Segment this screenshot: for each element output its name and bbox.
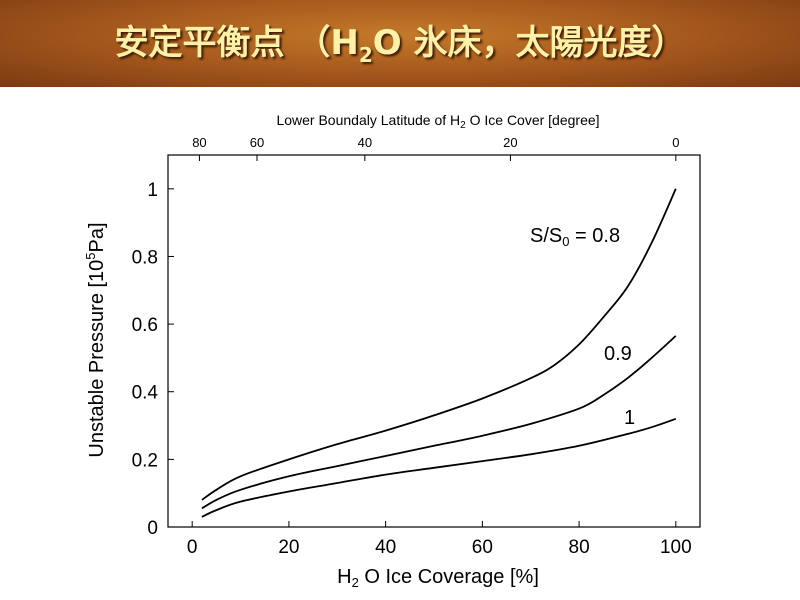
title-part2: O 氷床，太陽光度） bbox=[372, 23, 686, 63]
x-tick-label: 40 bbox=[375, 537, 396, 558]
y-axis-title: Unstable Pressure [105Pa] bbox=[83, 222, 108, 457]
series-line bbox=[201, 335, 677, 510]
series-label: 0.9 bbox=[604, 343, 632, 365]
series-group: S/S0 = 0.8 0.9 1 bbox=[201, 188, 677, 518]
x-tick-label: 100 bbox=[660, 537, 692, 558]
top-tick-label: 80 bbox=[192, 135, 206, 150]
series-label: 1 bbox=[624, 407, 635, 429]
title-bar bbox=[0, 0, 800, 87]
slide-title: 安定平衡点 （H2O 氷床，太陽光度） bbox=[0, 0, 800, 87]
x-tick-label: 60 bbox=[472, 537, 493, 558]
top-tick-label: 60 bbox=[250, 135, 264, 150]
y-tick-label: 1 bbox=[147, 180, 158, 201]
title-part1: 安定平衡点 （H bbox=[114, 23, 359, 63]
x-tick-label: 0 bbox=[187, 537, 198, 558]
y-tick-label: 0.6 bbox=[132, 315, 158, 336]
x-tick-label: 20 bbox=[278, 537, 299, 558]
y-tick-label: 0.4 bbox=[132, 383, 159, 404]
series-line bbox=[201, 188, 677, 501]
top-tick-label: 0 bbox=[672, 135, 679, 150]
plot-frame bbox=[167, 154, 701, 528]
y-tick-label: 0.8 bbox=[132, 247, 158, 268]
y-tick-label: 0 bbox=[147, 518, 158, 539]
y-axis: 0 0.2 0.4 0.6 0.8 1 bbox=[132, 180, 174, 539]
top-x-axis: 80 60 40 20 0 bbox=[192, 135, 679, 161]
series-label: S/S0 = 0.8 bbox=[530, 225, 620, 249]
top-tick-label: 20 bbox=[503, 135, 517, 150]
x-axis-title: H2 O Ice Coverage [%] bbox=[337, 566, 539, 590]
top-tick-label: 40 bbox=[358, 135, 372, 150]
title-subscript: 2 bbox=[358, 42, 373, 67]
series-line bbox=[201, 417, 677, 518]
y-tick-label: 0.2 bbox=[132, 450, 158, 471]
top-axis-title: Lower Boundaly Latitude of H2 O Ice Cove… bbox=[276, 112, 599, 131]
x-axis: 0 20 40 60 80 100 bbox=[187, 521, 692, 558]
x-tick-label: 80 bbox=[569, 537, 590, 558]
